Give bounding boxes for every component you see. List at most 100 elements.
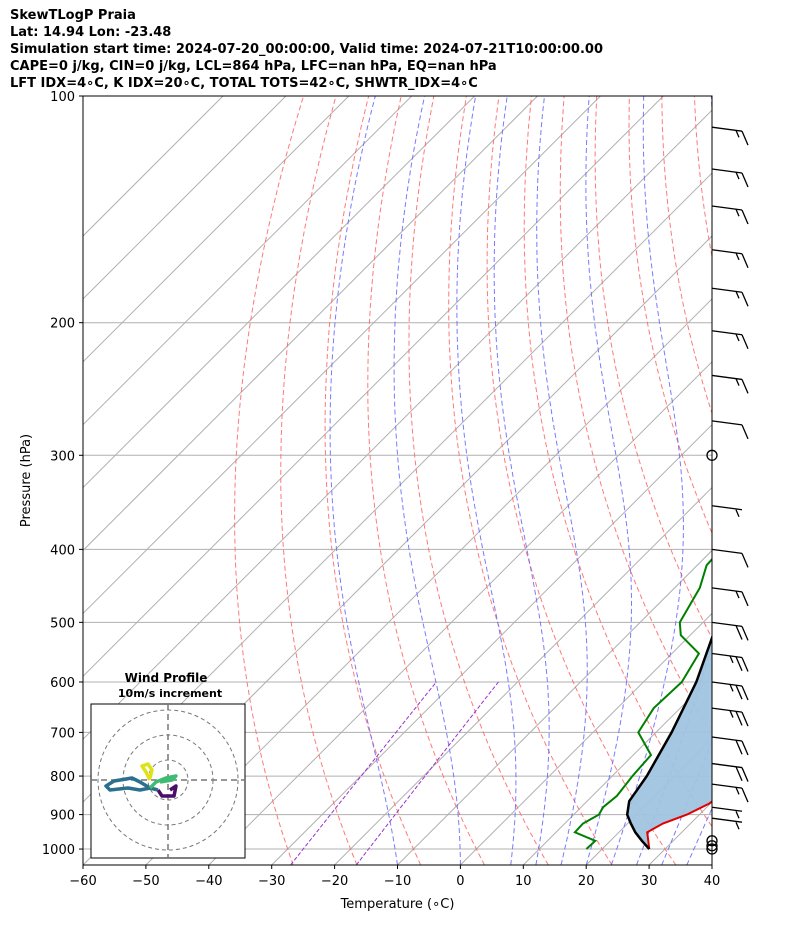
- y-tick-label: 700: [50, 726, 75, 741]
- y-tick-label: 300: [50, 449, 75, 464]
- y-tick-label: 800: [50, 770, 75, 785]
- wind-barb: [711, 374, 749, 394]
- calm-circle: [706, 835, 718, 847]
- barb-staff: [711, 817, 743, 823]
- hodograph-trace: [104, 776, 159, 792]
- barb-flag: [735, 711, 743, 726]
- barb-half: [729, 655, 734, 664]
- y-tick-label: 400: [50, 543, 75, 558]
- barb-flag: [741, 291, 749, 307]
- barb-staff: [711, 205, 743, 211]
- barb-staff: [711, 249, 743, 255]
- barb-half: [735, 378, 740, 386]
- hodograph: Wind Profile 10m/s increment: [90, 671, 246, 859]
- x-tick-label: 0: [456, 874, 464, 889]
- barb-half: [735, 252, 740, 261]
- calm-circle: [706, 449, 718, 461]
- wind-barb: [711, 681, 749, 701]
- dry-adiabat: [448, 96, 613, 865]
- x-tick-label: −30: [258, 874, 285, 889]
- dry-adiabat: [559, 96, 712, 736]
- barb-flag: [741, 334, 749, 350]
- barb-staff: [711, 287, 743, 293]
- barb-flag: [741, 685, 749, 701]
- hodograph-trace: [140, 762, 154, 781]
- wind-barb: [711, 505, 743, 517]
- isotherm: [83, 96, 475, 489]
- barb-staff: [711, 505, 743, 511]
- isotherm: [334, 486, 712, 865]
- dry-adiabat: [661, 96, 712, 415]
- plot-area: [83, 96, 712, 865]
- barb-staff: [711, 806, 743, 812]
- cape-indices: CAPE=0 j/kg, CIN=0 j/kg, LCL=864 hPa, LF…: [10, 59, 497, 74]
- wind-barb: [711, 707, 749, 727]
- isotherm: [460, 612, 712, 865]
- x-tick-label: 20: [578, 874, 595, 889]
- wind-barbs: [706, 126, 749, 855]
- barb-staff: [711, 374, 743, 381]
- barb-flag: [741, 787, 749, 803]
- y-axis-label: Pressure (hPa): [19, 434, 34, 527]
- isotherm: [83, 96, 664, 678]
- wind-barb: [711, 168, 749, 188]
- mixing-ratio-line: [355, 681, 499, 865]
- hodograph-trace: [148, 774, 178, 790]
- moist-adiabat: [456, 96, 517, 865]
- hodograph-subtitle: 10m/s increment: [118, 687, 222, 700]
- isotherm: [83, 96, 287, 300]
- barb-half: [729, 684, 734, 692]
- dry-adiabat: [408, 96, 549, 865]
- hodograph-trace: [156, 784, 178, 798]
- barb-flag: [741, 626, 749, 641]
- barb-flag: [741, 553, 749, 568]
- barb-flag: [735, 684, 743, 700]
- isotherm: [271, 423, 712, 865]
- hodograph-title: Wind Profile: [125, 671, 208, 685]
- time-label: Simulation start time: 2024-07-20_00:00:…: [10, 42, 603, 57]
- barb-half: [735, 333, 740, 342]
- dry-adiabat: [594, 96, 712, 640]
- barb-staff: [711, 548, 743, 555]
- barb-flag: [741, 379, 749, 394]
- barb-flag: [741, 253, 749, 268]
- barb-flag: [735, 739, 743, 755]
- barb-flag: [735, 766, 743, 782]
- wind-barb: [706, 840, 718, 852]
- barb-staff: [711, 587, 743, 593]
- barb-half: [735, 171, 740, 180]
- moist-adiabat: [493, 96, 550, 865]
- x-tick-label: −40: [195, 874, 222, 889]
- isotherm: [711, 864, 712, 865]
- barb-staff: [711, 736, 743, 742]
- wind-barb: [711, 817, 743, 830]
- barb-flag: [741, 209, 749, 225]
- barb-staff: [711, 330, 743, 336]
- barb-half: [735, 509, 740, 517]
- x-tick-label: −20: [321, 874, 348, 889]
- barb-flag: [741, 767, 749, 782]
- wind-barb: [711, 806, 743, 819]
- isotherm: [208, 361, 712, 865]
- x-axis-label: Temperature (∘C): [340, 897, 455, 912]
- barb-flag: [741, 740, 749, 756]
- isotherm: [83, 96, 601, 615]
- moist-adiabat: [393, 96, 461, 865]
- barb-flag: [741, 172, 749, 188]
- wind-barb: [711, 330, 749, 350]
- barb-half: [735, 208, 740, 217]
- chart-title: SkewTLogP Praia: [10, 8, 136, 23]
- barb-half: [735, 590, 740, 599]
- barb-flag: [741, 591, 749, 607]
- barb-staff: [711, 707, 743, 713]
- y-tick-label: 900: [50, 809, 75, 824]
- dewpoint-profile: [573, 557, 712, 850]
- barb-staff: [711, 420, 743, 426]
- isotherm: [145, 298, 712, 865]
- wind-barb: [711, 587, 749, 607]
- calm-circle: [706, 843, 718, 855]
- dry-adiabat: [234, 96, 304, 865]
- barb-flag: [741, 711, 749, 727]
- barb-flag: [741, 657, 749, 672]
- wind-barb: [711, 783, 749, 803]
